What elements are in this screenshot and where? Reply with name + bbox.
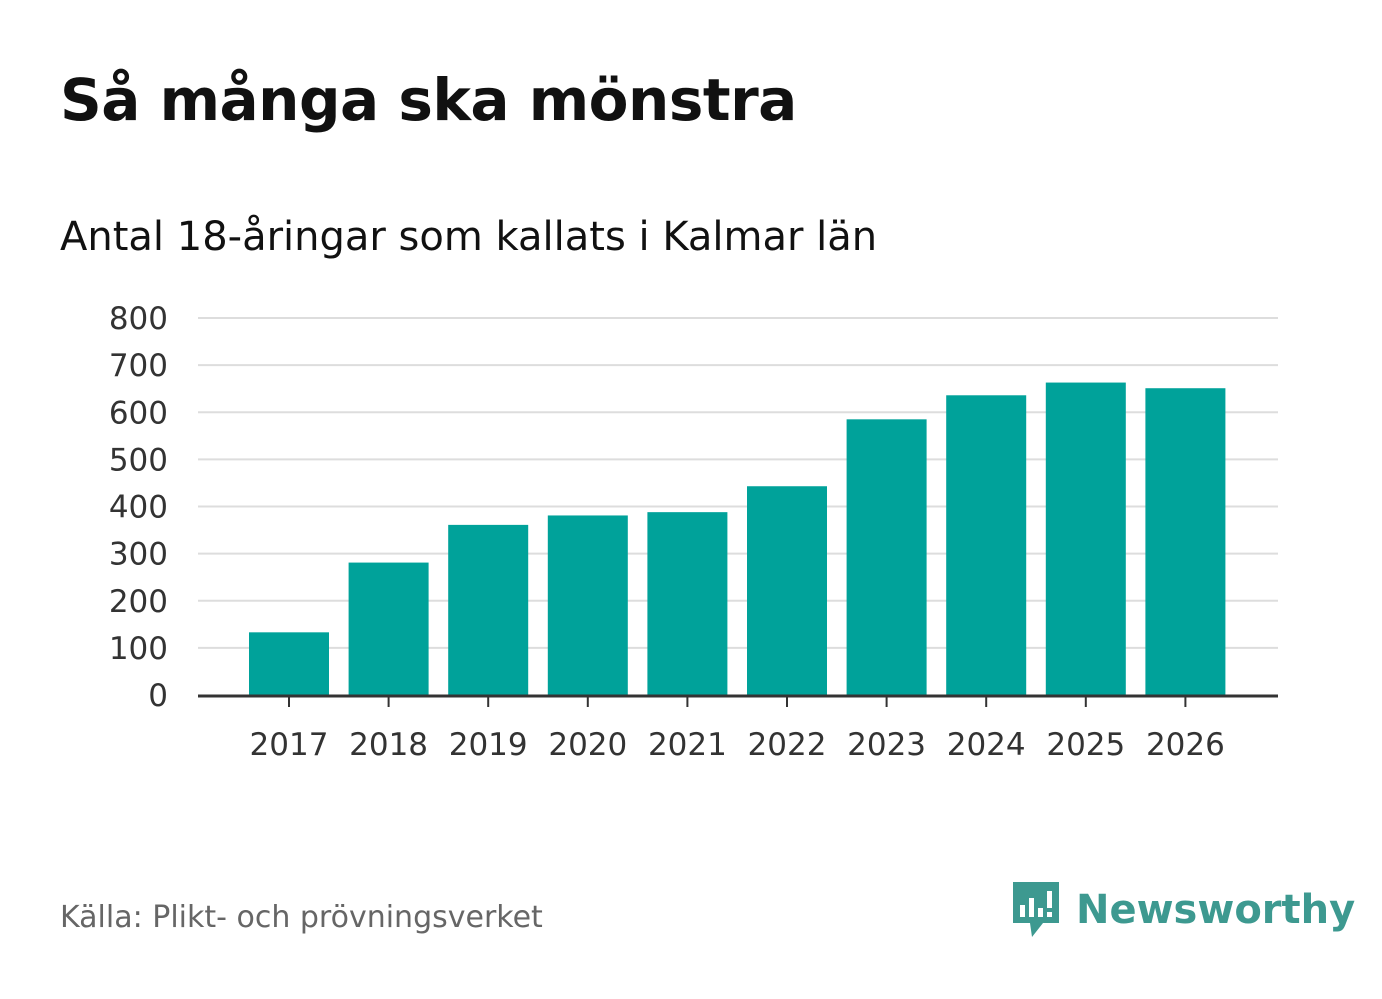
- x-axis: [198, 694, 1278, 707]
- y-tick-label: 400: [109, 490, 168, 526]
- x-tick-label: 2017: [250, 727, 329, 763]
- x-tick-label: 2018: [349, 727, 428, 763]
- x-tick-label: 2021: [648, 727, 727, 763]
- x-axis-ticks: 2017 2018 2019 2020 2021 2022 2023 2024 2025 2026: [250, 727, 1225, 763]
- y-tick-label: 200: [109, 584, 168, 620]
- x-tick-label: 2022: [748, 727, 827, 763]
- bar-2022: [747, 486, 827, 695]
- bar-2023: [846, 419, 927, 695]
- y-tick-label: 100: [109, 631, 168, 667]
- y-tick-label: 300: [109, 537, 168, 573]
- y-tick-label: 0: [148, 678, 168, 714]
- brand-logo: Newsworthy: [1010, 878, 1355, 942]
- bar-2018: [348, 562, 429, 695]
- chart-title: Så många ska mönstra: [60, 66, 797, 134]
- brand-name: Newsworthy: [1076, 887, 1356, 933]
- newsworthy-logo-icon: [1013, 882, 1059, 937]
- bar-2020: [547, 515, 628, 695]
- x-tick-label: 2019: [449, 727, 528, 763]
- bar-2021: [647, 512, 728, 695]
- bars: [249, 382, 1226, 695]
- x-tick-label: 2020: [548, 727, 627, 763]
- y-tick-label: 700: [109, 348, 168, 384]
- x-tick-label: 2024: [947, 727, 1026, 763]
- y-axis-ticks: 0 100 200 300 400 500 600 700 800: [109, 301, 168, 714]
- bar-2026: [1145, 388, 1226, 695]
- x-tick-label: 2026: [1146, 727, 1225, 763]
- bar-2017: [249, 632, 329, 695]
- bar-2024: [946, 395, 1027, 695]
- bar-2019: [448, 524, 529, 695]
- bar-2025: [1045, 382, 1126, 695]
- y-tick-label: 500: [109, 442, 168, 478]
- y-tick-label: 600: [109, 395, 168, 431]
- y-tick-label: 800: [109, 301, 168, 337]
- x-tick-label: 2023: [847, 727, 926, 763]
- source-note: Källa: Plikt- och prövningsverket: [60, 900, 543, 935]
- chart-subtitle: Antal 18-åringar som kallats i Kalmar lä…: [60, 214, 878, 260]
- x-tick-label: 2025: [1046, 727, 1125, 763]
